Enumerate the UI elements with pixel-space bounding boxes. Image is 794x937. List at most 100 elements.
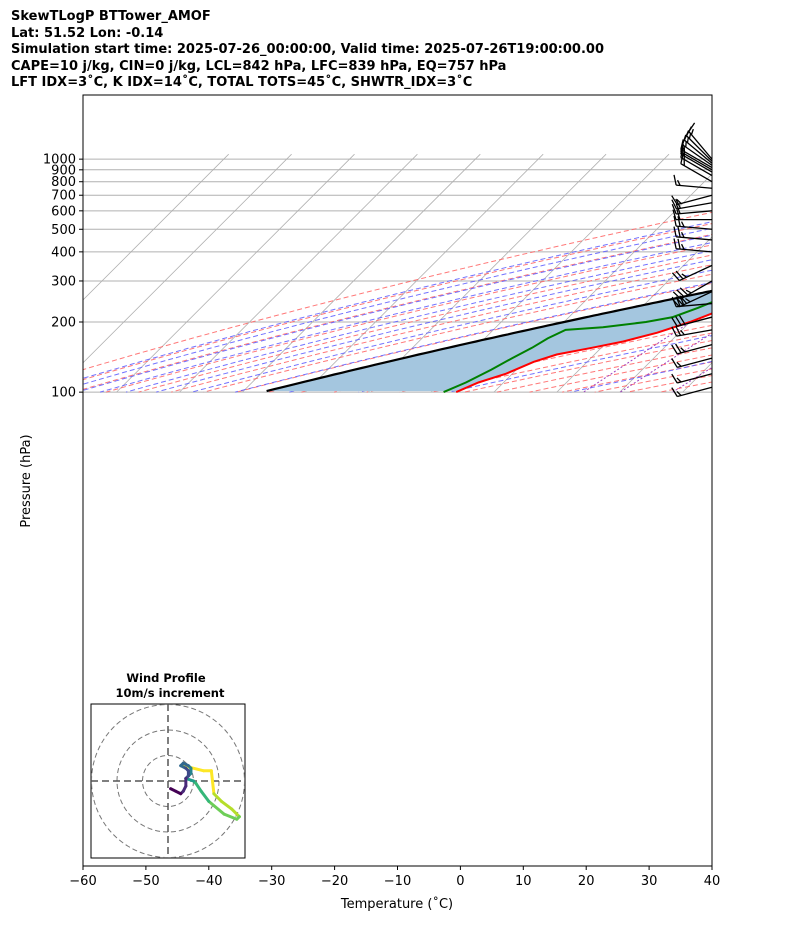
wind-barb-feather <box>685 297 691 303</box>
wind-barb-staff <box>686 135 713 162</box>
wind-barb-feather <box>676 209 681 220</box>
y-tick-label: 300 <box>51 274 76 289</box>
x-tick-label: 0 <box>456 874 464 889</box>
y-tick-label: 700 <box>51 189 76 204</box>
axis-ticks: −60 −50 −40 −30 −20 −10 0 10 20 30 40 100 200 300 400 5… <box>43 153 720 889</box>
wind-barb-feather <box>680 329 685 336</box>
y-tick-label: 800 <box>51 175 76 190</box>
moist-adiabat-line <box>235 281 712 393</box>
wind-barb-feather <box>677 216 681 227</box>
moist-adiabat-line <box>125 250 712 393</box>
hodograph-ring <box>91 704 245 858</box>
isotherm-line <box>242 153 481 393</box>
wind-barb-feather <box>680 231 685 238</box>
wind-barb-staff <box>680 163 713 183</box>
wind-barb-staff <box>677 386 713 398</box>
hodograph-trace-segment <box>209 769 216 796</box>
mixing-ratio-line <box>715 154 794 392</box>
parcel-profile-line <box>266 289 712 393</box>
background-grid <box>83 153 794 393</box>
wind-barb-staff <box>680 149 713 169</box>
wind-barb-feather <box>676 289 685 298</box>
wind-barb-staff <box>676 210 713 215</box>
wind-barb-feather <box>675 203 681 214</box>
wind-barb-staff <box>677 373 713 384</box>
wind-barb-feather <box>676 377 682 383</box>
hodograph-inset: Wind Profile 10m/s increment <box>90 671 246 859</box>
temperature-line <box>455 312 712 394</box>
wind-barb-feather <box>679 287 689 296</box>
dry-adiabat-line <box>83 223 712 381</box>
wind-barb-feather <box>678 315 686 325</box>
x-tick-label: 30 <box>641 874 658 889</box>
hodograph-trace-segment <box>222 812 239 821</box>
wind-barb-feather <box>677 238 681 250</box>
dry-adiabat-line <box>659 381 712 393</box>
hodograph-trace-segment <box>230 807 241 819</box>
wind-barb-feather <box>671 296 677 307</box>
dry-adiabat-line <box>529 354 712 393</box>
wind-barb-feather <box>671 272 680 282</box>
x-tick-label: −30 <box>258 874 285 889</box>
hodograph-trace-segment <box>207 799 226 816</box>
wind-barb-staff <box>676 236 713 241</box>
indices-line-1: CAPE=10 j/kg, CIN=0 j/kg, LCL=842 hPa, L… <box>11 58 507 74</box>
mixing-ratio-line <box>672 366 712 393</box>
wind-barb-feather <box>671 326 678 337</box>
indices-line-2: LFT IDX=3˚C, K IDX=14˚C, TOTAL TOTS=45˚C… <box>11 75 473 90</box>
cape-area <box>266 290 712 392</box>
chart-title: SkewTLogP BTTower_AMOF <box>11 9 211 24</box>
wind-barb-feather <box>671 344 678 355</box>
wind-barb-staff <box>676 225 713 230</box>
wind-barbs <box>671 122 713 398</box>
wind-barb-feather <box>686 136 690 143</box>
wind-barb-feather <box>681 273 687 278</box>
wind-barb-feather <box>679 296 685 307</box>
wind-barb-feather <box>671 317 678 327</box>
wind-barb <box>671 296 713 308</box>
wind-barb-staff <box>680 157 713 177</box>
wind-barb-feather <box>671 358 678 368</box>
hodograph-trace-segment <box>194 782 203 793</box>
wind-barb <box>673 226 713 241</box>
dry-adiabat-line <box>171 264 712 393</box>
dry-adiabat-line <box>627 374 712 393</box>
wind-barb <box>671 357 713 369</box>
wind-barb-staff <box>677 316 713 328</box>
isotherm-line <box>116 153 355 393</box>
wind-barb <box>671 264 713 282</box>
wind-barb <box>672 280 713 300</box>
wind-barb-feather <box>671 199 678 210</box>
x-tick-label: −50 <box>132 874 159 889</box>
isotherm-line <box>83 153 229 301</box>
wind-barb-feather <box>675 198 682 209</box>
hodograph-title: Wind Profile <box>126 671 206 685</box>
x-axis-label: Temperature (˚C) <box>340 896 453 912</box>
wind-barb <box>671 315 713 328</box>
wind-barb <box>671 198 713 210</box>
wind-barb-feather <box>680 153 684 164</box>
wind-barb-feather <box>675 325 682 336</box>
y-tick-label: 500 <box>51 223 76 238</box>
wind-barb <box>671 386 713 398</box>
wind-barb-staff <box>677 343 713 355</box>
isotherm-line <box>83 153 292 364</box>
wind-barb-staff <box>676 202 713 210</box>
wind-barb-feather <box>690 128 694 135</box>
wind-barb-feather <box>685 289 692 294</box>
cape-shading <box>266 290 712 392</box>
wind-barb-staff <box>679 291 713 308</box>
wind-barb <box>680 153 713 183</box>
moist-adiabat-line <box>83 227 712 385</box>
isotherm-line <box>682 362 712 393</box>
y-axis-label: Pressure (hPa) <box>19 434 34 527</box>
dry-adiabat-line <box>333 308 712 393</box>
wind-barb-feather <box>673 238 677 249</box>
dry-adiabat-line <box>105 244 712 393</box>
wind-barb-staff <box>676 302 713 308</box>
wind-barb-feather <box>672 291 682 300</box>
wind-barb-feather <box>675 316 682 326</box>
wind-barb-staff <box>679 264 713 282</box>
hodograph-subtitle: 10m/s increment <box>116 686 225 700</box>
